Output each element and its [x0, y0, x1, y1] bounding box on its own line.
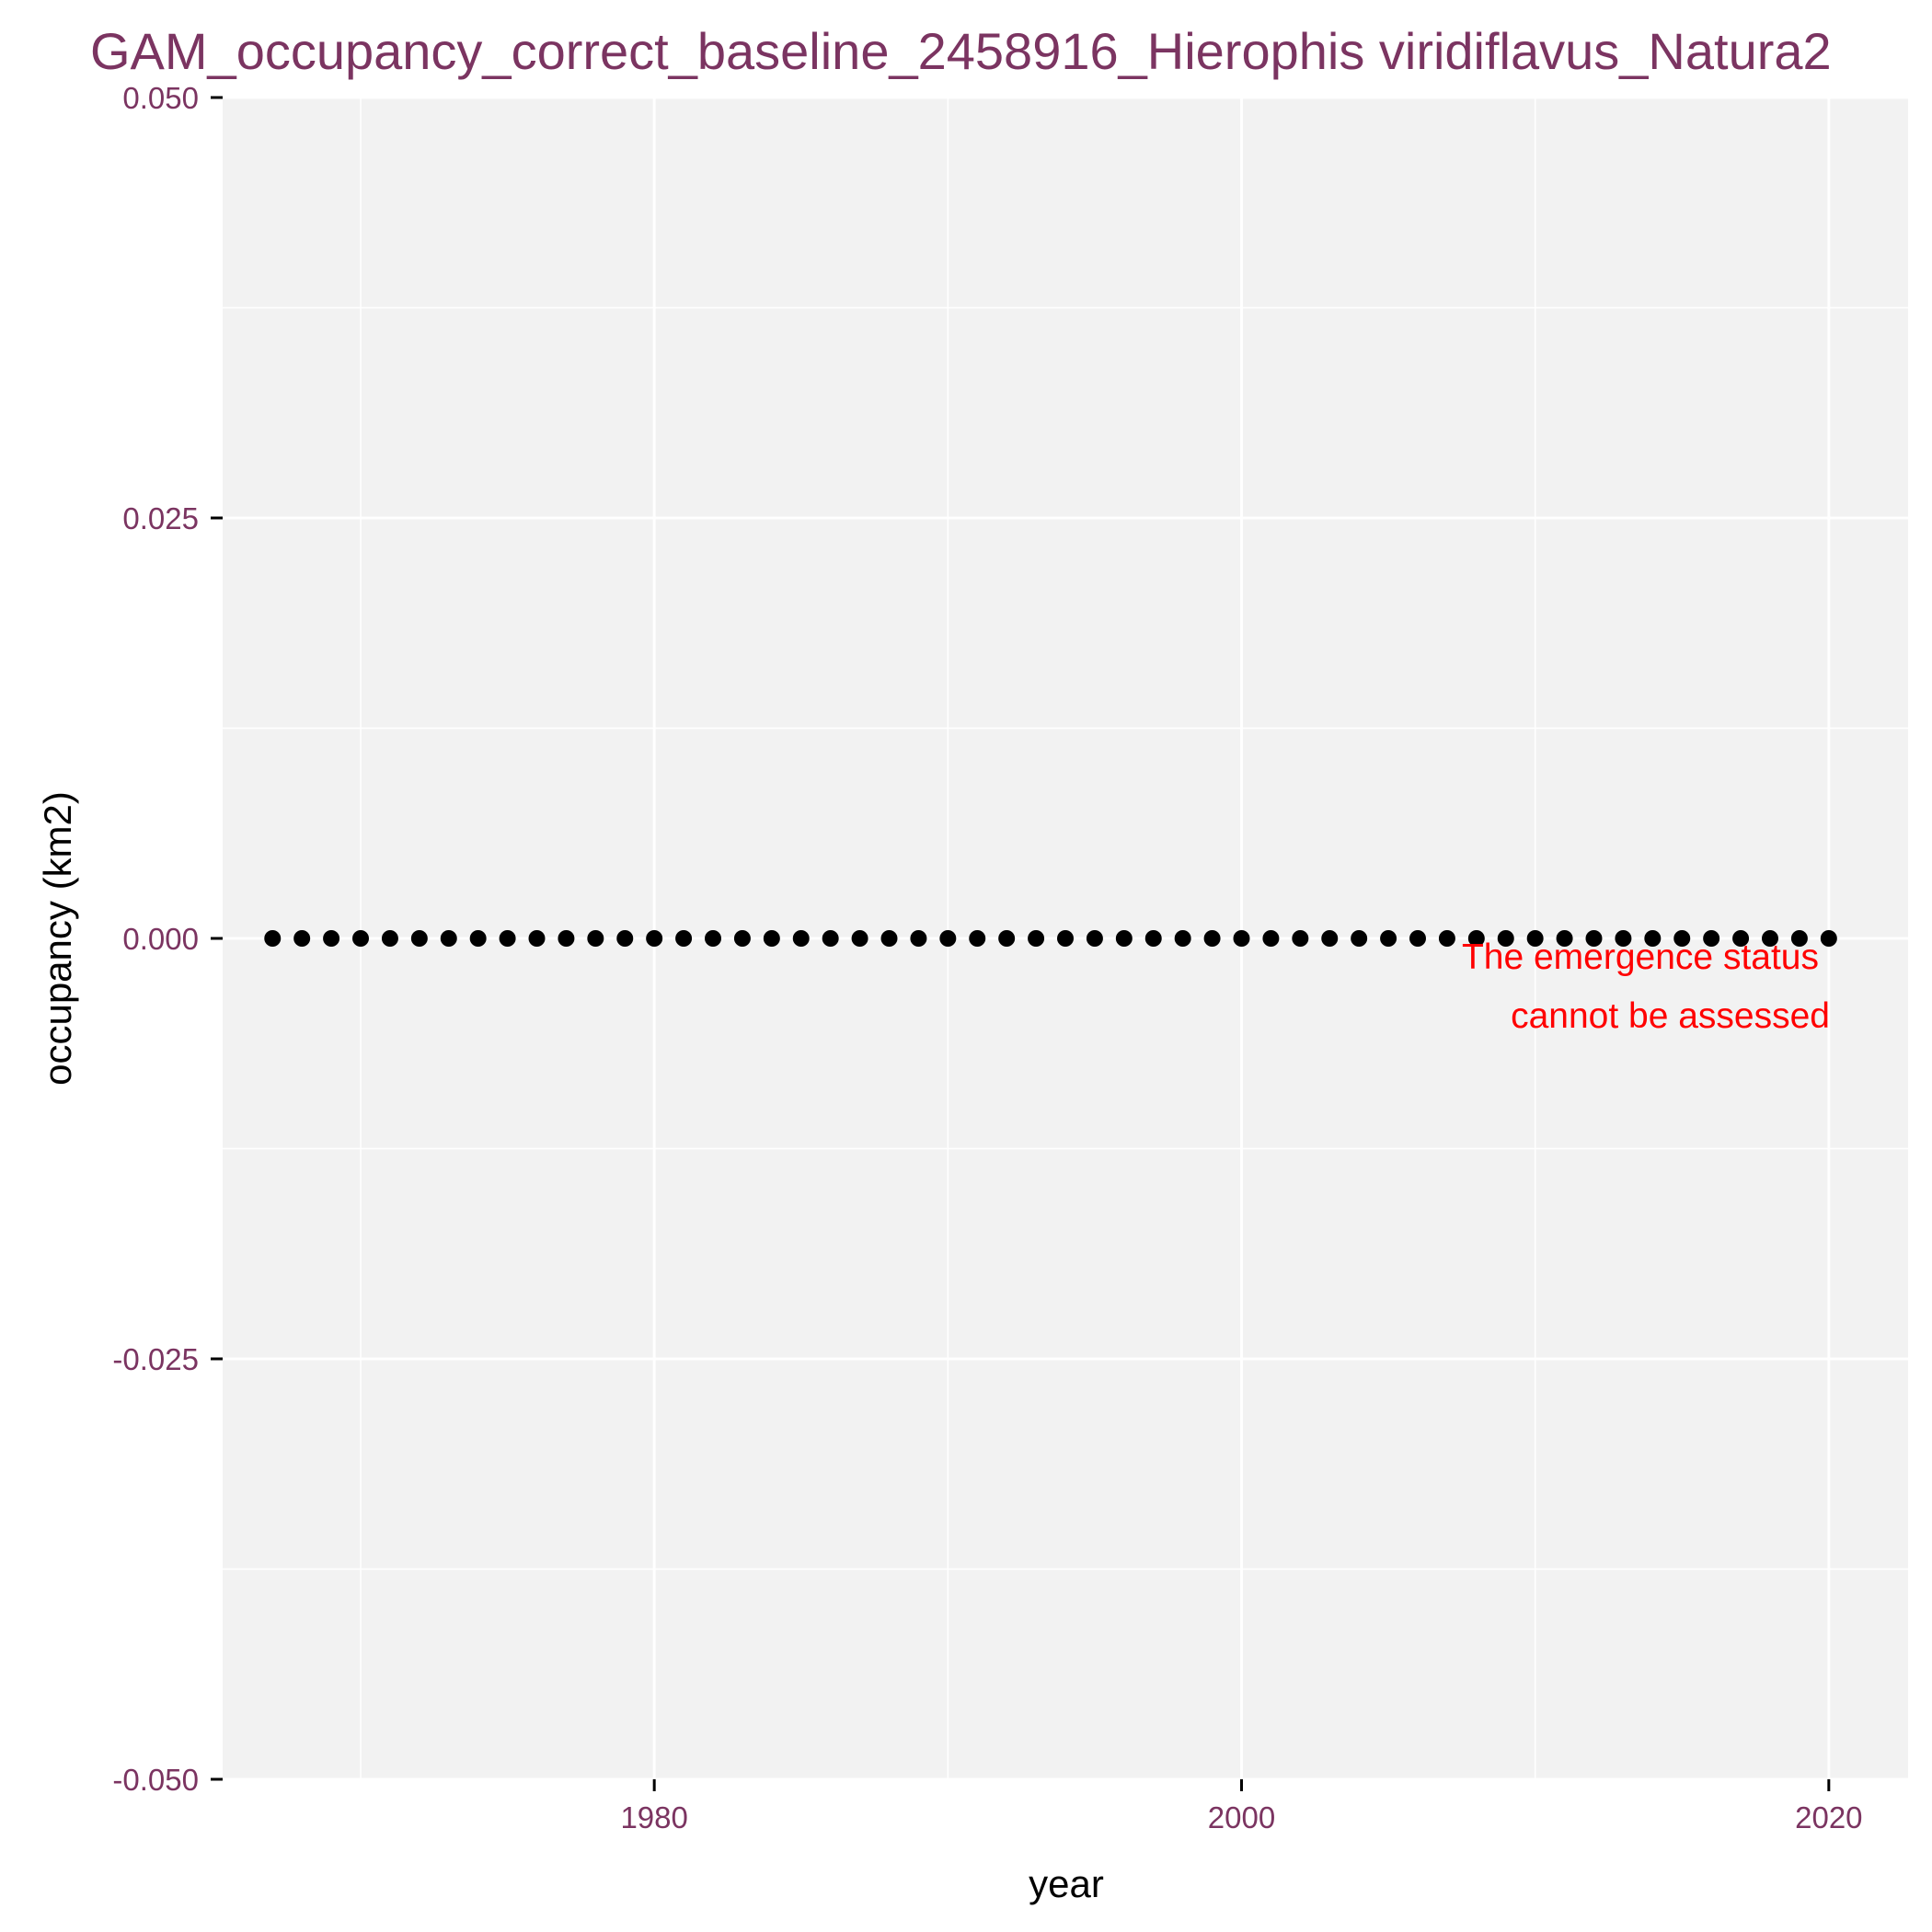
x-tick-label: 2020	[1795, 1800, 1862, 1834]
data-point	[440, 930, 457, 947]
y-tick-label: 0.050	[122, 81, 199, 115]
y-tick-label: 0.025	[122, 501, 199, 535]
data-point	[1790, 930, 1808, 947]
data-point	[1497, 930, 1514, 947]
data-point	[323, 930, 340, 947]
data-point	[1585, 930, 1603, 947]
data-point	[1615, 930, 1632, 947]
data-points	[264, 930, 1837, 947]
data-point	[969, 930, 986, 947]
data-point	[1438, 930, 1455, 947]
data-point	[1820, 930, 1837, 947]
data-point	[264, 930, 282, 947]
data-point	[1351, 930, 1368, 947]
x-axis-title: year	[1029, 1862, 1104, 1905]
data-point	[1703, 930, 1720, 947]
y-axis-title: occupancy (km2)	[36, 791, 79, 1086]
data-point	[910, 930, 927, 947]
y-tick-label: -0.050	[112, 1763, 199, 1797]
x-tick-label: 1980	[620, 1800, 687, 1834]
data-point	[1174, 930, 1191, 947]
data-point	[1673, 930, 1691, 947]
data-point	[1526, 930, 1544, 947]
data-point	[1380, 930, 1397, 947]
y-tick-label: -0.025	[112, 1342, 199, 1376]
data-point	[469, 930, 487, 947]
data-point	[1732, 930, 1750, 947]
data-point	[851, 930, 868, 947]
data-point	[998, 930, 1016, 947]
data-point	[1644, 930, 1662, 947]
y-tick-label: 0.000	[122, 922, 199, 956]
data-point	[705, 930, 722, 947]
data-point	[381, 930, 398, 947]
data-point	[1262, 930, 1280, 947]
data-point	[1086, 930, 1103, 947]
data-point	[1467, 930, 1485, 947]
data-point	[1292, 930, 1309, 947]
data-point	[792, 930, 810, 947]
data-point	[1233, 930, 1250, 947]
data-point	[733, 930, 751, 947]
y-axis: 0.050 0.025 0.000 -0.025 -0.050	[112, 81, 223, 1797]
data-point	[675, 930, 693, 947]
data-point	[1321, 930, 1339, 947]
data-point	[646, 930, 663, 947]
data-point	[1761, 930, 1778, 947]
data-point	[410, 930, 428, 947]
data-point	[1028, 930, 1045, 947]
data-point	[616, 930, 634, 947]
data-point	[587, 930, 604, 947]
data-point	[1203, 930, 1221, 947]
data-point	[1115, 930, 1133, 947]
data-point	[293, 930, 311, 947]
data-point	[1057, 930, 1074, 947]
x-axis: 1980 2000 2020	[620, 1779, 1863, 1834]
data-point	[499, 930, 516, 947]
data-point	[822, 930, 839, 947]
annotation-line-1: The emergence status	[1462, 937, 1819, 977]
data-point	[939, 930, 957, 947]
data-point	[1556, 930, 1573, 947]
x-tick-label: 2000	[1208, 1800, 1275, 1834]
data-point	[528, 930, 546, 947]
annotation-line-2: cannot be assessed	[1511, 996, 1830, 1036]
data-point	[880, 930, 898, 947]
data-point	[352, 930, 370, 947]
data-point	[1144, 930, 1162, 947]
chart-title: GAM_occupancy_correct_baseline_2458916_H…	[90, 22, 1832, 80]
data-point	[1409, 930, 1426, 947]
data-point	[763, 930, 780, 947]
data-point	[558, 930, 575, 947]
